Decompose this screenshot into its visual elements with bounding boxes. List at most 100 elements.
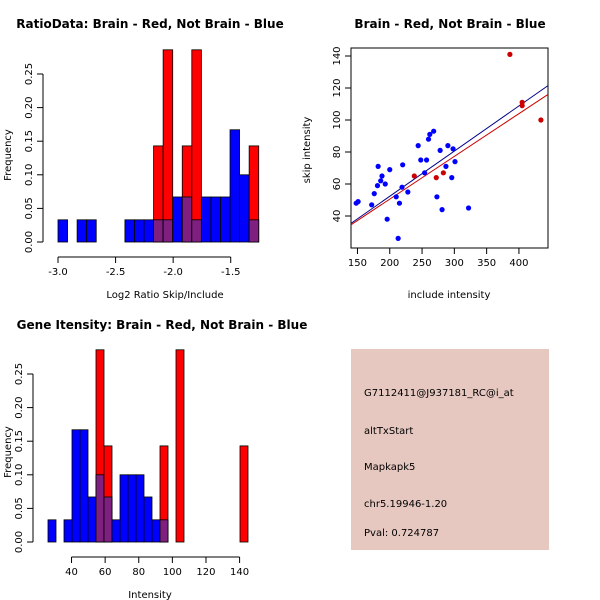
genomic-location: chr5.19946-1.20 <box>364 499 447 510</box>
scatter-point <box>400 162 406 168</box>
not-brain-bar <box>229 129 240 243</box>
not-brain-bar <box>111 519 121 543</box>
ratio-histogram-title: RatioData: Brain - Red, Not Brain - Blue <box>16 17 283 31</box>
scatter-point <box>425 136 432 142</box>
scatter-point <box>395 235 401 241</box>
fit-line <box>350 93 549 226</box>
ratio-histogram-x-tick-label: -3.0 <box>48 267 68 278</box>
intensity-histogram-y-tick-label: 0.05 <box>14 497 25 519</box>
not-brain-bar <box>86 219 97 243</box>
scatter-point <box>450 146 456 152</box>
scatter-point <box>387 167 393 173</box>
not-brain-bar <box>151 519 161 543</box>
scatter-x-tick-label: 350 <box>477 258 496 269</box>
scatter-point <box>405 189 411 195</box>
scatter-point <box>465 205 472 211</box>
scatter-point <box>431 128 437 134</box>
not-brain-bar <box>119 474 129 543</box>
not-brain-bar <box>71 429 81 543</box>
scatter-point <box>369 202 375 208</box>
intensity-histogram-y-tick-label: 0.15 <box>14 430 25 452</box>
scatter-panel: Brain - Red, Not Brain - Blue include in… <box>302 17 549 301</box>
intensity-histogram-title: Gene Itensity: Brain - Red, Not Brain - … <box>17 318 308 332</box>
not-brain-bar <box>134 219 145 243</box>
scatter-y-tick-label: 80 <box>332 146 343 159</box>
scatter-title: Brain - Red, Not Brain - Blue <box>354 17 545 31</box>
not-brain-bar <box>127 474 137 543</box>
scatter-plot-frame <box>350 47 549 249</box>
scatter-point <box>399 184 405 190</box>
intensity-histogram-y-tick-label: 0.25 <box>14 363 25 385</box>
scatter-x-tick-label: 150 <box>348 258 367 269</box>
not-brain-bar <box>57 219 68 243</box>
scatter-point <box>423 157 430 163</box>
info-panel-background <box>351 349 549 550</box>
info-panel: G7112411@J937181_RC@i_at altTxStart Mapk… <box>351 349 549 550</box>
scatter-point <box>439 207 445 213</box>
ratio-histogram-bars <box>57 49 260 243</box>
scatter-point <box>437 147 443 153</box>
intensity-histogram-x-tick-label: 100 <box>163 567 182 578</box>
not-brain-bar <box>124 219 135 243</box>
scatter-points <box>353 51 544 241</box>
overlap-bar <box>153 219 164 243</box>
intensity-histogram-panel: Gene Itensity: Brain - Red, Not Brain - … <box>3 318 307 600</box>
ratio-histogram-y-tick-label: 0.25 <box>24 63 35 85</box>
scatter-point <box>411 173 417 179</box>
ratio-histogram-ylabel: Frequency <box>3 129 14 181</box>
brain-bar <box>191 49 202 243</box>
gene-name: Mapkapk5 <box>364 462 415 473</box>
intensity-histogram-x-tick-label: 40 <box>65 567 78 578</box>
scatter-y-tick-label: 140 <box>332 46 343 65</box>
scatter-point <box>384 216 390 222</box>
not-brain-bar <box>135 474 145 543</box>
not-brain-bar <box>200 196 212 243</box>
overlap-bar <box>162 219 174 243</box>
scatter-x-tick-label: 400 <box>509 258 528 269</box>
not-brain-bar <box>47 519 57 543</box>
scatter-point <box>519 99 525 105</box>
scatter-point <box>433 175 439 181</box>
brain-bar <box>162 49 174 243</box>
scatter-x-tick-label: 300 <box>445 258 464 269</box>
intensity-histogram-bars <box>47 349 249 543</box>
intensity-histogram-y-tick-label: 0.10 <box>14 464 25 486</box>
scatter-axes: 150 200 250 300 350 400 40 60 80 100 120 140 <box>332 46 528 269</box>
ratio-histogram-x-tick-label: -1.5 <box>221 267 241 278</box>
intensity-histogram-y-tick-label: 0.20 <box>14 396 25 418</box>
scatter-y-tick-label: 60 <box>332 178 343 191</box>
intensity-histogram-xlabel: Intensity <box>128 590 172 600</box>
scatter-point <box>382 181 388 187</box>
intensity-histogram-x-tick-label: 80 <box>132 567 145 578</box>
scatter-point <box>443 163 449 169</box>
overlap-bar <box>191 219 202 243</box>
probe-id: G7112411@J937181_RC@i_at <box>364 388 514 399</box>
brain-bar <box>239 445 249 543</box>
scatter-point <box>445 143 451 149</box>
scatter-y-tick-label: 40 <box>332 210 343 223</box>
not-brain-bar <box>79 429 89 543</box>
ratio-histogram-y-tick-label: 0.15 <box>24 130 35 152</box>
event-type: altTxStart <box>364 426 413 437</box>
p-value: Pval: 0.724787 <box>364 528 439 539</box>
not-brain-bar <box>63 519 73 543</box>
intensity-histogram-ylabel: Frequency <box>3 426 14 478</box>
scatter-point <box>415 143 421 149</box>
scatter-point <box>375 163 381 169</box>
scatter-point <box>507 51 513 58</box>
overlap-bar <box>95 474 105 543</box>
scatter-point <box>393 194 399 200</box>
not-brain-bar <box>239 174 250 243</box>
fit-line <box>350 85 549 224</box>
not-brain-bar <box>143 219 154 243</box>
scatter-y-tick-label: 120 <box>332 78 343 97</box>
intensity-histogram-x-tick-label: 140 <box>230 567 249 578</box>
ratio-histogram-y-tick-label: 0.00 <box>24 231 35 253</box>
scatter-point <box>449 175 455 181</box>
intensity-histogram-y-tick-label: 0.00 <box>14 531 25 553</box>
ratio-histogram-x-tick-label: -2.5 <box>106 267 126 278</box>
intensity-histogram-x-tick-label: 120 <box>196 567 215 578</box>
overlap-bar <box>103 496 113 543</box>
scatter-x-tick-label: 200 <box>380 258 399 269</box>
not-brain-bar <box>87 496 97 543</box>
